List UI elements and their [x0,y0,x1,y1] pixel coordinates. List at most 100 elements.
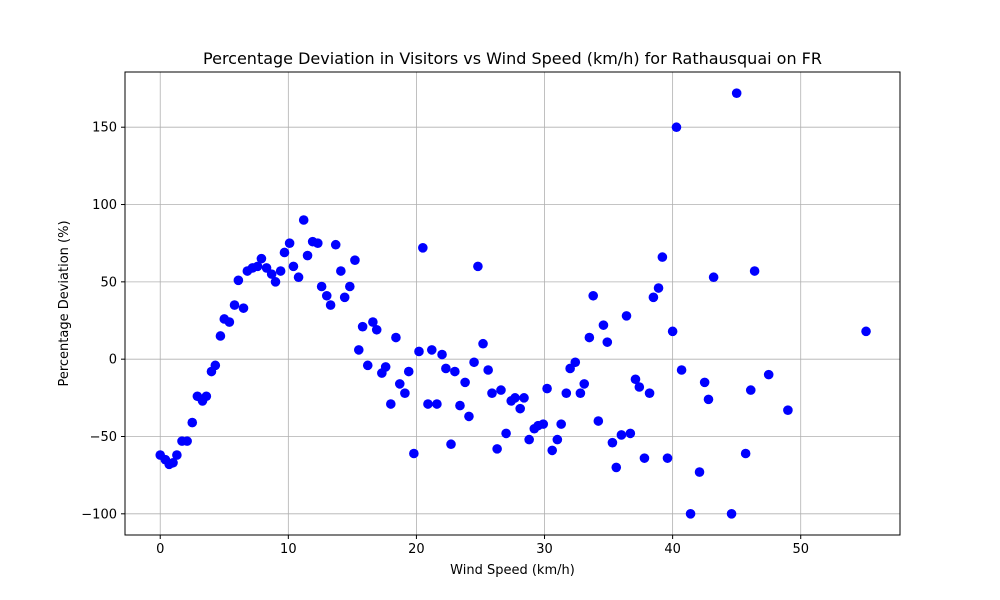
data-point [350,255,360,266]
data-point [414,346,424,357]
data-point [437,349,447,360]
data-point [321,290,332,301]
data-point [492,444,502,454]
data-point [168,457,178,468]
data-point [362,360,373,371]
data-point [510,393,520,403]
data-point [386,399,396,409]
data-point [552,434,563,445]
data-point [293,272,304,283]
data-point [316,281,327,292]
data-point [455,400,465,411]
data-point [783,405,793,416]
data-point [336,266,346,276]
data-point [357,321,368,332]
data-point [607,437,618,448]
data-point [312,238,323,248]
data-point [403,366,414,377]
data-point [662,453,673,463]
data-point [570,357,581,368]
data-point [699,377,710,388]
data-point [588,290,599,301]
data-point [238,303,249,313]
data-point [391,332,401,343]
data-point [233,275,244,286]
data-point [330,239,341,250]
data-point [653,283,664,293]
data-point [483,365,493,375]
data-point [671,122,682,133]
data-point [547,445,558,456]
data-point [182,436,192,446]
data-point [561,388,572,398]
data-point [302,250,313,261]
data-point [487,388,497,398]
data-point [201,391,212,402]
data-point [215,331,226,341]
data-point [380,362,391,372]
y-tick-label: 50 [100,275,117,290]
data-point [676,365,687,375]
data-point [861,326,871,337]
data-point [394,379,405,389]
x-axis-label: Wind Speed (km/h) [450,563,575,578]
data-point [172,450,182,460]
data-point [515,403,525,414]
data-point [763,369,774,380]
data-point [353,345,364,355]
data-point [726,509,737,519]
data-point [575,388,586,398]
data-point [450,366,460,377]
x-tick-label: 10 [280,542,297,557]
data-point [685,509,696,519]
data-point [210,360,221,371]
data-point [460,377,470,388]
data-point [266,269,277,279]
x-tick-label: 0 [156,542,164,557]
data-point [473,261,483,272]
plot-frame [124,71,901,536]
x-tick-label: 30 [536,542,553,557]
data-point [368,317,378,327]
data-point [616,430,627,440]
data-point [229,300,240,310]
data-point [731,88,742,98]
data-point [501,428,511,439]
data-point [625,428,636,439]
data-point [667,326,678,337]
ticks-layer: 0 10 20 30 40 50 −100 −50 0 50 100 150 [81,121,809,557]
data-point [556,419,566,429]
data-point [648,292,659,303]
data-point [371,324,382,335]
data-point [740,448,751,459]
data-point [602,337,613,347]
data-point [644,388,655,398]
data-point [519,393,529,403]
data-point [279,247,290,258]
data-point [339,292,350,303]
data-point [432,399,442,409]
data-point [400,388,410,398]
data-point [538,419,549,429]
data-point [598,320,609,330]
x-tick-label: 20 [408,542,425,557]
data-point [708,272,719,283]
data-point [325,300,336,310]
data-point [745,385,756,395]
y-tick-label: 0 [109,353,117,368]
data-point [298,215,309,225]
data-point [542,383,552,394]
data-point [639,453,650,463]
data-point [288,261,299,272]
y-tick-label: 150 [92,121,117,136]
data-point [270,277,281,287]
data-point [749,266,760,276]
data-point [426,345,437,355]
data-point [524,434,534,445]
data-point [634,382,645,392]
data-point [187,417,198,428]
y-tick-label: 100 [92,198,117,213]
data-point [256,253,267,264]
